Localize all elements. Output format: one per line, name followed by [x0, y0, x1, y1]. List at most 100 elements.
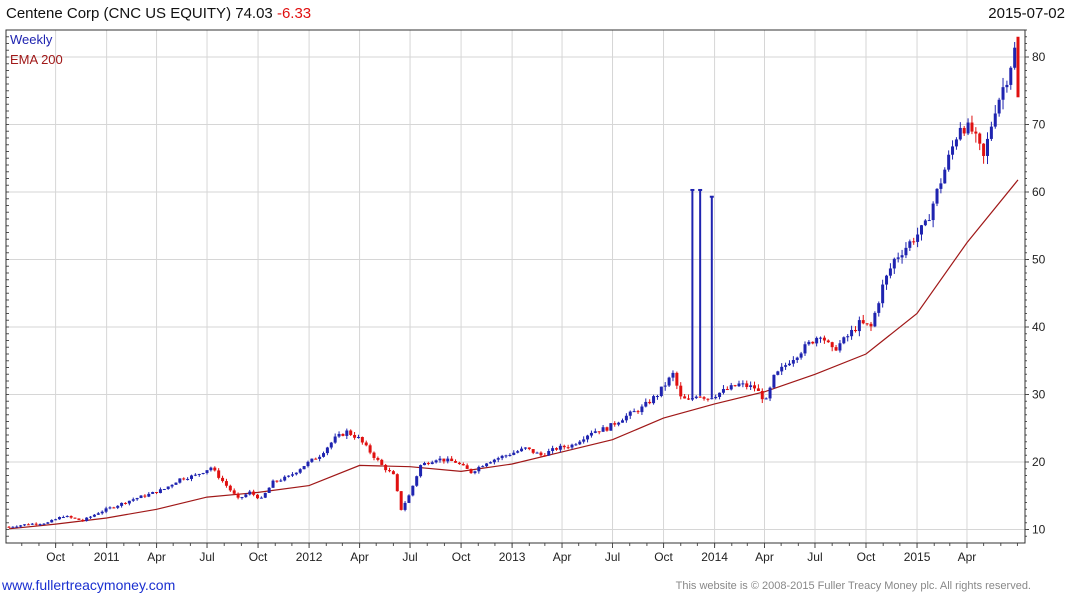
weekly-bar-body	[756, 388, 760, 391]
weekly-bar-body	[306, 461, 310, 467]
weekly-bar-body	[865, 323, 869, 325]
weekly-bar-body	[7, 526, 11, 528]
weekly-bar-body	[481, 466, 485, 468]
weekly-bar-body	[457, 462, 461, 465]
chart-axes	[5, 29, 1029, 548]
weekly-bar-body	[908, 241, 912, 248]
weekly-bar-body	[714, 396, 718, 399]
y-tick-label: 50	[1032, 253, 1046, 267]
x-tick-label: Apr	[147, 550, 166, 564]
x-tick-label: 2011	[94, 550, 120, 564]
weekly-bar-body	[593, 431, 597, 433]
weekly-bar-body	[636, 411, 640, 413]
weekly-bar-body	[570, 444, 574, 448]
x-tick-label: 2012	[296, 550, 323, 564]
weekly-bar-body	[139, 495, 143, 499]
weekly-bar-body	[853, 329, 857, 332]
weekly-bar-body	[694, 396, 698, 399]
weekly-bar-body	[605, 427, 609, 431]
weekly-bar-body	[589, 432, 593, 436]
weekly-bar-body	[85, 517, 89, 521]
weekly-bar-body	[919, 225, 923, 235]
weekly-bar-body	[659, 386, 663, 397]
weekly-bar-body	[96, 513, 100, 515]
weekly-bar-body	[671, 372, 675, 378]
footer-link[interactable]: www.fullertreacymoney.com	[2, 577, 176, 593]
weekly-bar-body	[407, 495, 411, 503]
weekly-bar-body	[737, 383, 741, 387]
weekly-bar-body	[954, 139, 958, 147]
weekly-bar-body	[997, 99, 1001, 114]
y-tick-label: 60	[1032, 185, 1046, 199]
weekly-bar-body	[648, 401, 652, 404]
weekly-bar-body	[11, 526, 15, 528]
weekly-bar-body	[228, 485, 232, 491]
weekly-bar-body	[729, 385, 733, 390]
ema-200-line	[8, 179, 1019, 530]
weekly-bar-body	[667, 377, 671, 386]
weekly-bar-body	[640, 406, 644, 413]
weekly-bar-body	[135, 498, 139, 500]
y-axis-labels: 10 20 30 40 50 60 70 80	[1032, 50, 1046, 537]
weekly-bar-body	[496, 458, 500, 460]
weekly-bar-body	[982, 143, 986, 156]
weekly-bar-body	[454, 461, 458, 463]
grid-lines	[6, 30, 1025, 543]
weekly-bar-body	[77, 518, 81, 520]
weekly-bar-body	[822, 337, 826, 341]
weekly-bar-body	[61, 517, 65, 519]
footer-copyright: This website is © 2008-2015 Fuller Treac…	[675, 580, 1031, 592]
plot-frame	[5, 29, 1026, 544]
x-tick-label: Oct	[249, 550, 268, 564]
weekly-bar-body	[609, 423, 613, 431]
weekly-bar-body	[209, 467, 213, 471]
x-tick-label: Jul	[807, 550, 822, 564]
weekly-bar-body	[391, 471, 395, 475]
weekly-bar-body	[376, 457, 380, 460]
weekly-bar-body	[690, 398, 694, 400]
weekly-bar-body	[888, 268, 892, 276]
weekly-bar-body	[349, 430, 353, 435]
weekly-bar-body	[399, 491, 403, 510]
weekly-bar-body	[617, 422, 621, 425]
y-tick-label: 40	[1032, 320, 1046, 334]
weekly-bar-body	[535, 452, 539, 454]
weekly-bar-body	[252, 491, 256, 495]
weekly-bar-body	[947, 154, 951, 170]
weekly-bar-body	[419, 465, 423, 477]
last-price: 74.03	[235, 5, 273, 22]
weekly-bar-body	[927, 220, 931, 222]
weekly-bar-body	[601, 427, 605, 432]
weekly-bar-body	[931, 203, 935, 221]
legend-ema: EMA 200	[10, 52, 63, 67]
weekly-bar-body	[943, 169, 947, 184]
weekly-bar-body	[73, 517, 77, 519]
weekly-bar-body	[279, 480, 283, 482]
weekly-bar-body	[842, 337, 846, 344]
weekly-bar-body	[900, 255, 904, 258]
weekly-bar-body	[221, 477, 225, 482]
weekly-bar-body	[372, 452, 376, 458]
weekly-bar-body	[655, 396, 659, 398]
x-tick-label: Oct	[452, 550, 471, 564]
weekly-bar-body	[520, 448, 524, 452]
weekly-bar-body	[388, 470, 392, 472]
weekly-bar-body	[430, 462, 434, 465]
weekly-bar-body	[426, 463, 430, 465]
weekly-bar-body	[360, 436, 364, 443]
weekly-bar-body	[558, 445, 562, 450]
weekly-bar-body	[873, 312, 877, 327]
weekly-bar-body	[256, 494, 260, 499]
weekly-bar-body	[131, 499, 135, 501]
weekly-bar-body	[904, 247, 908, 256]
weekly-bar-body	[224, 481, 228, 486]
x-tick-label: Oct	[857, 550, 876, 564]
weekly-bar-body	[488, 462, 492, 464]
weekly-bar-body	[127, 500, 131, 504]
weekly-bar-body	[298, 469, 302, 473]
weekly-bar-body	[861, 320, 865, 324]
weekly-bar-body	[162, 489, 166, 491]
weekly-bar-body	[193, 474, 197, 476]
weekly-bar-body	[485, 463, 489, 467]
